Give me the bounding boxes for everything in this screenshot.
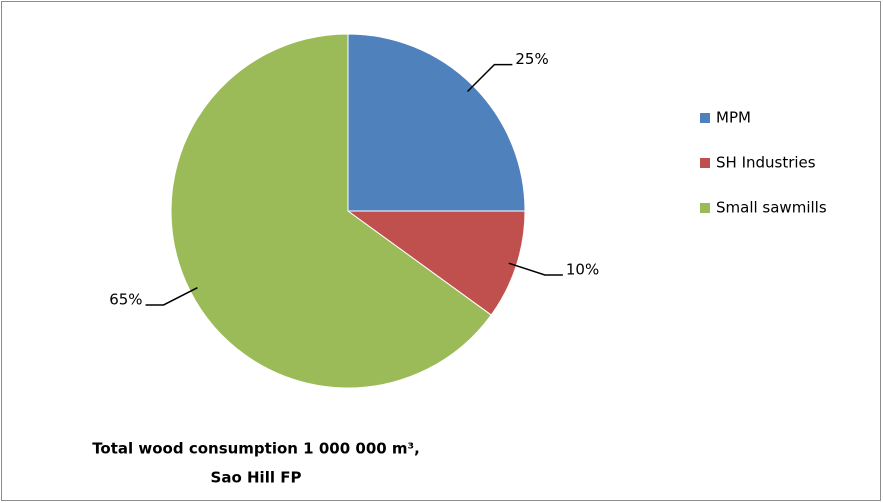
leader-line: [145, 287, 198, 306]
leader-line: [508, 262, 563, 276]
data-label: 65%: [109, 290, 142, 308]
legend-label: Small sawmills: [716, 199, 827, 217]
data-label: 25%: [515, 50, 548, 68]
legend-label: MPM: [716, 109, 751, 127]
leader-line: [466, 63, 513, 93]
chart-title-line: Total wood consumption 1 000 000 m³,: [92, 440, 420, 458]
legend-swatch: [700, 203, 710, 213]
legend-swatch: [700, 158, 710, 168]
legend-swatch: [700, 113, 710, 123]
legend-label: SH Industries: [716, 154, 816, 172]
chart-title-line: Sao Hill FP: [211, 469, 302, 487]
data-label: 10%: [566, 260, 599, 278]
